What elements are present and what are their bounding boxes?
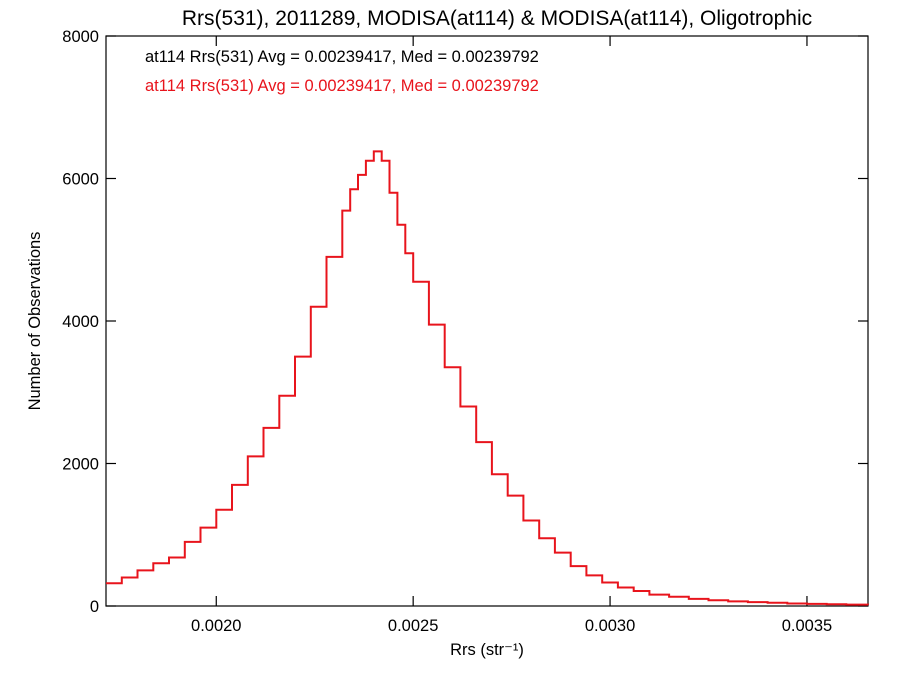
y-tick-label: 2000 [62,456,99,474]
y-tick-label: 8000 [62,28,99,46]
y-tick-label: 6000 [62,171,99,189]
x-axis: 0.0020 0.0025 0.0030 0.0035 [191,36,832,635]
x-tick-label: 0.0030 [585,617,635,635]
y-tick-label: 4000 [62,313,99,331]
annotation-black: at114 Rrs(531) Avg = 0.00239417, Med = 0… [145,48,539,66]
y-tick-label: 0 [90,598,99,616]
annotation-red: at114 Rrs(531) Avg = 0.00239417, Med = 0… [145,77,539,95]
plot-frame [105,35,869,607]
y-axis: 0 2000 4000 6000 8000 [62,28,868,616]
y-axis-label: Number of Observations [26,232,44,411]
x-tick-label: 0.0020 [191,617,241,635]
histogram-series-line [106,150,869,606]
chart-title: Rrs(531), 2011289, MODISA(at114) & MODIS… [182,7,812,30]
x-tick-label: 0.0025 [388,617,438,635]
x-tick-label: 0.0035 [782,617,832,635]
x-axis-label: Rrs (str⁻¹) [450,641,524,659]
